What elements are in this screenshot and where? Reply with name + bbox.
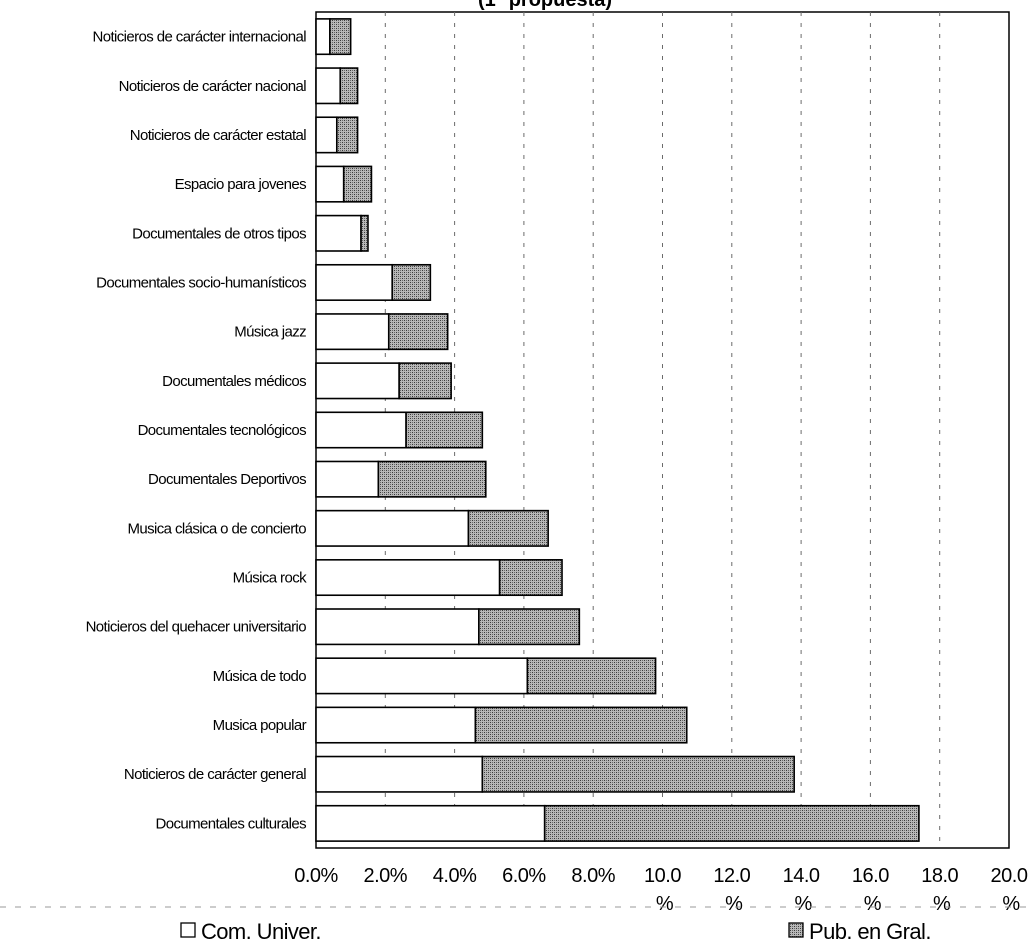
bar-com-univer <box>315 165 345 203</box>
bar-com-univer <box>315 509 470 547</box>
category-label: Musica clásica o de concierto <box>127 520 306 537</box>
category-label: Espacio para jovenes <box>175 176 307 193</box>
bar-pub-gral <box>360 214 369 252</box>
x-tick-label: 18.0 <box>921 865 958 887</box>
bar-pub-gral <box>391 263 432 301</box>
x-tick-suffix: % <box>656 893 674 915</box>
category-label: Documentales socio-humanísticos <box>96 274 306 291</box>
category-label: Musica popular <box>213 717 307 734</box>
chart-title: (1ª propuesta) <box>478 0 612 11</box>
x-tick-label: 6.0% <box>502 865 546 887</box>
bar-com-univer <box>315 706 477 744</box>
x-tick-suffix: % <box>864 893 882 915</box>
bar-pub-gral <box>474 706 688 744</box>
bar-pub-gral <box>467 509 549 547</box>
bar-pub-gral <box>335 116 359 154</box>
bar-com-univer <box>315 362 400 400</box>
category-label: Documentales culturales <box>156 815 307 832</box>
bar-com-univer <box>315 214 362 252</box>
category-label: Noticieros de carácter internacional <box>92 29 306 46</box>
bar-pub-gral <box>478 608 581 646</box>
bar-pub-gral <box>526 657 657 695</box>
bar-com-univer <box>315 18 331 56</box>
bar-pub-gral <box>543 804 920 842</box>
bar-com-univer <box>315 411 407 449</box>
category-label: Noticieros de carácter nacional <box>119 78 307 95</box>
bar-com-univer <box>315 67 342 105</box>
x-tick-label: 16.0 <box>852 865 889 887</box>
x-tick-label: 8.0% <box>571 865 615 887</box>
category-label: Documentales de otros tipos <box>132 225 306 242</box>
x-tick-label: 14.0 <box>783 865 820 887</box>
category-label: Noticieros de carácter general <box>124 766 306 783</box>
bar-pub-gral <box>329 18 352 56</box>
category-label: Música rock <box>233 570 308 587</box>
bar-com-univer <box>315 657 529 695</box>
bar-com-univer <box>315 460 380 498</box>
category-label: Música jazz <box>234 324 306 341</box>
x-tick-label: 4.0% <box>433 865 477 887</box>
bar-com-univer <box>315 804 546 842</box>
category-label: Documentales tecnológicos <box>138 422 307 439</box>
category-label: Documentales médicos <box>162 373 306 390</box>
x-axis: 0.0% 2.0% 4.0% 6.0% 8.0% 10.0% 12.0% 14.0% 16.0%… <box>294 865 1028 915</box>
x-tick-suffix: % <box>725 893 743 915</box>
x-tick-label: 12.0 <box>713 865 750 887</box>
bar-com-univer <box>315 263 394 301</box>
x-tick-suffix: % <box>794 893 812 915</box>
x-tick-label: 20.0 <box>991 865 1028 887</box>
bar-pub-gral <box>387 313 449 351</box>
legend-swatch-com <box>180 922 196 938</box>
bar-pub-gral <box>498 559 563 597</box>
legend: Com. Univer. Pub. en Gral. <box>180 919 931 944</box>
bar-com-univer <box>315 313 390 351</box>
legend-swatch-pub <box>788 922 804 938</box>
bar-pub-gral <box>481 755 795 793</box>
bar-pub-gral <box>377 460 487 498</box>
bar-pub-gral <box>398 362 452 400</box>
legend-label-pub: Pub. en Gral. <box>809 919 931 944</box>
category-label: Noticieros del quehacer universitario <box>86 619 307 636</box>
category-labels: Noticieros de carácter internacional Noti… <box>86 29 308 833</box>
bar-com-univer <box>315 559 501 597</box>
x-tick-label: 0.0% <box>294 865 338 887</box>
x-tick-suffix: % <box>933 893 951 915</box>
bar-pub-gral <box>342 165 373 203</box>
x-tick-suffix: % <box>1002 893 1020 915</box>
category-label: Documentales Deportivos <box>148 471 306 488</box>
bars <box>315 18 920 842</box>
legend-label-com: Com. Univer. <box>201 919 321 944</box>
category-label: Noticieros de carácter estatal <box>130 127 307 144</box>
bar-com-univer <box>315 608 480 646</box>
x-tick-label: 2.0% <box>364 865 408 887</box>
category-label: Música de todo <box>213 668 307 685</box>
bar-pub-gral <box>405 411 484 449</box>
bar-pub-gral <box>339 67 359 105</box>
bar-com-univer <box>315 116 338 154</box>
x-tick-label: 10.0 <box>644 865 681 887</box>
bar-com-univer <box>315 755 484 793</box>
